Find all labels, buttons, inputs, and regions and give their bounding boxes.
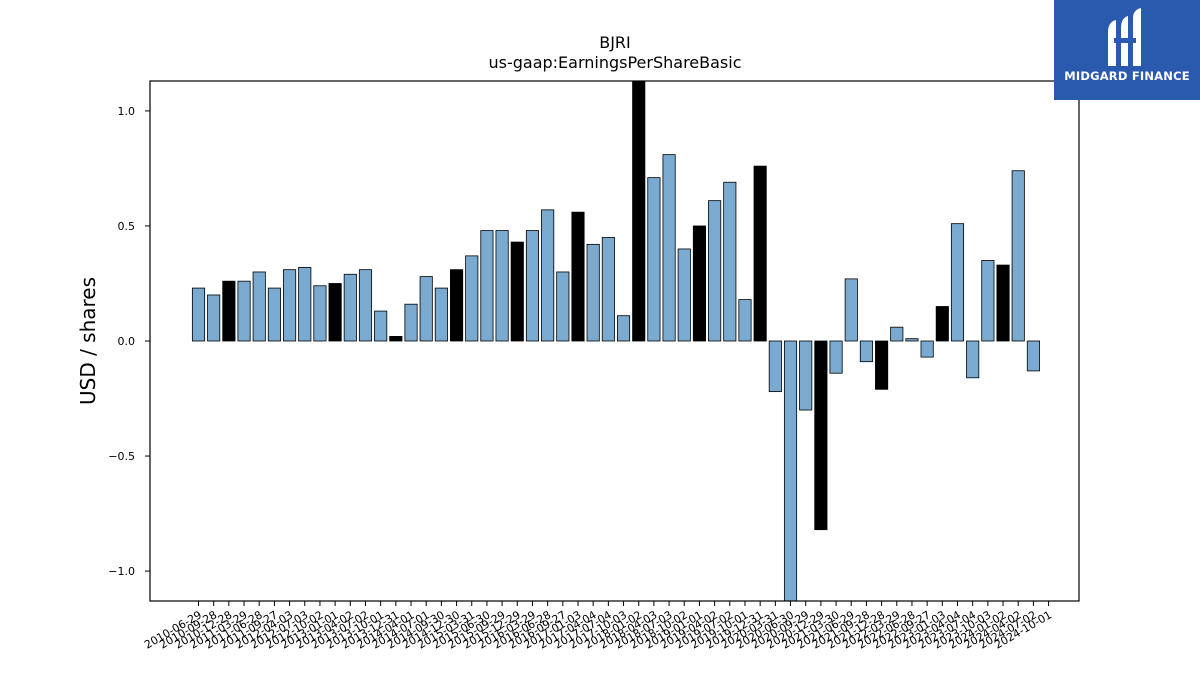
- bar-2012-07-03: [298, 266, 312, 342]
- bar-2017-07-04: [601, 237, 615, 342]
- bar-2024-01-02: [996, 264, 1010, 342]
- bar-2010-12-28: [222, 280, 236, 342]
- y-axis-label: USD / shares: [76, 277, 100, 405]
- bar-2022-06-28: [905, 338, 919, 342]
- bar-2021-12-28: [875, 340, 889, 390]
- bar-2019-01-01: [692, 225, 706, 342]
- bar-2012-10-02: [313, 285, 327, 342]
- bar-2010-09-28: [207, 294, 221, 342]
- bar-2014-04-01: [404, 303, 418, 342]
- bar-2013-07-02: [358, 269, 373, 342]
- bar-2021-06-29: [844, 278, 858, 342]
- bar-2019-10-01: [738, 299, 752, 342]
- bar-2013-01-01: [328, 283, 342, 342]
- bar-2016-03-29: [525, 230, 540, 342]
- bar-2022-09-27: [920, 340, 934, 358]
- bar-2019-07-02: [723, 181, 737, 342]
- bar-2014-12-30: [450, 269, 464, 342]
- bar-2020-06-30: [783, 340, 798, 602]
- bar-2018-10-02: [677, 248, 691, 342]
- bar-2016-09-27: [556, 271, 570, 342]
- bars-group: [191, 80, 1040, 602]
- bar-2015-12-29: [510, 241, 524, 342]
- bar-2018-01-02: [632, 80, 646, 342]
- bar-2015-09-29: [495, 230, 509, 342]
- bar-2017-04-04: [586, 243, 600, 342]
- bar-2019-04-02: [708, 200, 722, 342]
- y-tick-label: 1.0: [118, 105, 136, 118]
- chart-subtitle: us-gaap:EarningsPerShareBasic: [488, 53, 741, 72]
- bar-2013-10-01: [374, 310, 388, 342]
- y-tick-label: −1.0: [108, 565, 135, 578]
- y-tick-label: 0.5: [118, 220, 136, 233]
- bar-2020-03-31: [768, 340, 782, 393]
- midgard-logo-icon: [1104, 8, 1150, 70]
- bar-2018-07-03: [662, 154, 676, 342]
- y-axis: −1.0 −0.5 0.0 0.5 1.0: [108, 105, 150, 578]
- bar-2011-06-28: [252, 271, 266, 342]
- bar-2011-09-27: [267, 287, 281, 342]
- bar-2021-03-30: [829, 340, 843, 374]
- bar-2023-07-04: [966, 340, 980, 379]
- bar-2019-12-31: [753, 165, 767, 342]
- bar-2013-04-02: [343, 273, 357, 342]
- bar-2017-01-03: [571, 211, 585, 342]
- bar-2021-09-28: [859, 340, 873, 363]
- bar-2014-07-01: [419, 276, 433, 342]
- bar-2012-04-03: [283, 269, 297, 342]
- bar-2023-04-04: [950, 223, 965, 342]
- bar-2023-10-03: [981, 260, 995, 342]
- y-tick-label: 0.0: [118, 335, 136, 348]
- bar-2014-09-30: [434, 287, 448, 342]
- brand-logo: MIDGARD FINANCE: [1054, 0, 1200, 100]
- bar-2015-03-31: [465, 255, 479, 342]
- bar-2024-07-02: [1026, 340, 1040, 372]
- bar-2010-06-29: [191, 287, 206, 342]
- bar-2022-03-29: [890, 326, 904, 342]
- bar-2016-06-28: [541, 209, 555, 342]
- plot-frame: [149, 80, 1080, 602]
- bar-2023-01-03: [935, 306, 949, 342]
- y-tick-label: −0.5: [108, 450, 135, 463]
- bar-2020-09-29: [799, 340, 813, 411]
- chart-title: BJRI: [599, 33, 631, 52]
- bar-2013-12-31: [389, 335, 403, 342]
- brand-name: MIDGARD FINANCE: [1064, 69, 1190, 83]
- bar-2015-06-30: [480, 230, 494, 342]
- bar-2024-04-02: [1011, 170, 1025, 342]
- bar-2020-12-29: [814, 340, 828, 531]
- bar-2017-10-03: [616, 315, 631, 342]
- x-axis: 2010-06-292010-09-282010-12-282011-03-29…: [142, 601, 1054, 652]
- bar-2018-04-03: [647, 177, 661, 342]
- bar-2011-03-29: [237, 280, 251, 342]
